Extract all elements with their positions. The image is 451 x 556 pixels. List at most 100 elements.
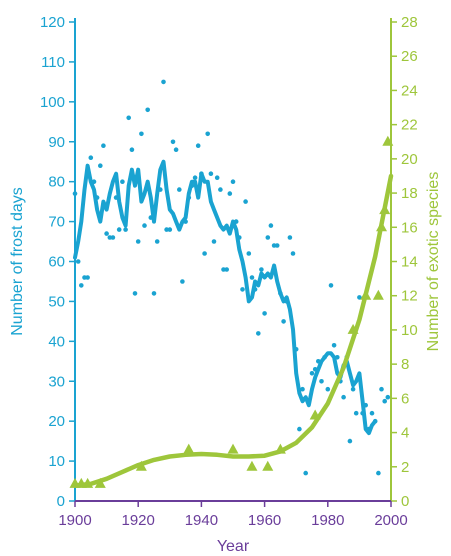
- frost-days-point-5: [88, 155, 94, 160]
- x-axis: 1900 1920 1940 1960 1980 2000: [58, 500, 408, 529]
- frost-days-point-59: [259, 267, 264, 272]
- frost-days-point-45: [214, 175, 220, 180]
- left-tick-label-1: 10: [48, 453, 65, 470]
- frost-days-point-87: [347, 438, 353, 444]
- frost-days-point-90: [357, 295, 362, 300]
- frost-days-point-50: [230, 179, 236, 184]
- x-axis-title: Year: [217, 538, 250, 555]
- frost-days-point-1: [75, 259, 81, 264]
- frost-days-point-12: [110, 235, 116, 240]
- frost-days-point-30: [167, 227, 173, 232]
- frost-days-point-46: [218, 187, 223, 192]
- frost-days-point-68: [287, 235, 293, 240]
- right-tick-label-5: 10: [401, 322, 418, 339]
- frost-days-point-80: [325, 386, 331, 392]
- left-tick-label-3: 30: [48, 373, 65, 390]
- chart-marks: [69, 79, 394, 488]
- frost-days-point-14: [116, 227, 122, 232]
- frost-days-point-18: [129, 147, 135, 152]
- left-tick-label-4: 40: [48, 333, 65, 350]
- right-tick-label-6: 12: [401, 288, 418, 305]
- left-tick-label-0: 0: [57, 493, 65, 510]
- right-tick-label-1: 2: [401, 459, 409, 476]
- frost-days-point-44: [211, 239, 217, 244]
- right-tick-label-8: 16: [401, 219, 418, 236]
- frost-days-point-0: [72, 191, 78, 196]
- frost-days-point-97: [379, 386, 384, 392]
- frost-days-point-53: [240, 287, 245, 292]
- frost-days-point-73: [303, 470, 309, 476]
- frost-days-point-28: [161, 79, 166, 85]
- frost-days-point-43: [208, 171, 214, 176]
- frost-days-point-31: [170, 139, 176, 145]
- frost-days-point-19: [132, 291, 138, 296]
- frost-days-point-47: [221, 267, 226, 272]
- frost-days-point-25: [151, 291, 157, 296]
- right-tick-label-2: 4: [401, 425, 409, 442]
- frost-days-point-16: [123, 227, 128, 232]
- frost-days-point-39: [195, 143, 201, 148]
- left-y-axis: 0 10 20 30 40 50 60 70 80 90 100 110 120: [40, 14, 76, 510]
- left-y-axis-title: Number of frost days: [9, 187, 26, 336]
- right-tick-label-12: 24: [401, 82, 418, 99]
- left-tick-label-7: 70: [48, 214, 65, 231]
- frost-days-trend-line: [73, 159, 378, 436]
- frost-days-point-38: [192, 175, 198, 180]
- frost-days-point-69: [290, 251, 296, 256]
- frost-days-point-32: [173, 147, 179, 152]
- frost-days-point-85: [341, 394, 346, 400]
- frost-days-point-2: [79, 283, 84, 288]
- left-tick-label-6: 60: [48, 254, 65, 271]
- right-tick-label-4: 8: [401, 356, 409, 373]
- frost-days-point-10: [104, 231, 109, 236]
- frost-days-point-33: [177, 187, 182, 192]
- frost-days-point-99: [385, 394, 391, 400]
- frost-days-point-23: [145, 107, 150, 113]
- left-tick-label-12: 120: [40, 14, 65, 31]
- exotic-species-point-16: [382, 135, 394, 146]
- frost-days-point-78: [319, 379, 324, 384]
- right-tick-label-11: 22: [401, 117, 418, 134]
- x-tick-label-5: 2000: [374, 512, 407, 529]
- left-tick-label-2: 20: [48, 413, 65, 430]
- frost-days-point-55: [246, 251, 252, 256]
- frost-days-point-48: [224, 267, 229, 272]
- frost-days-point-41: [202, 251, 207, 256]
- exotic-species-point-6: [227, 443, 239, 454]
- left-tick-label-8: 80: [48, 174, 65, 191]
- exotic-species-trend-line: [72, 173, 394, 488]
- frost-days-point-4: [85, 275, 90, 280]
- frost-days-point-56: [249, 275, 255, 280]
- exotic-species-point-13: [372, 289, 384, 300]
- frost-days-point-60: [262, 311, 267, 316]
- frost-days-point-15: [120, 179, 125, 184]
- frost-days-point-75: [309, 371, 315, 376]
- frost-days-point-66: [281, 319, 286, 324]
- x-tick-label-0: 1900: [58, 512, 91, 529]
- frost-days-point-20: [135, 239, 141, 244]
- frost-days-point-29: [164, 227, 169, 232]
- x-tick-label-4: 1980: [311, 512, 344, 529]
- right-tick-label-10: 20: [401, 151, 418, 168]
- left-tick-label-9: 90: [48, 134, 65, 151]
- frost-days-point-26: [154, 239, 160, 244]
- exotic-species-point-7: [246, 460, 258, 471]
- right-tick-label-7: 14: [401, 254, 418, 271]
- frost-days-point-58: [255, 331, 261, 336]
- x-tick-label-2: 1940: [185, 512, 218, 529]
- frost-days-point-89: [353, 410, 359, 416]
- frost-days-point-8: [98, 163, 103, 168]
- frost-days-point-22: [142, 223, 147, 228]
- exotic-species-point-5: [183, 443, 195, 454]
- frost-days-point-21: [139, 131, 144, 137]
- frost-days-point-94: [369, 410, 375, 416]
- right-tick-label-14: 28: [401, 14, 418, 31]
- frost-days-point-82: [331, 343, 337, 348]
- frost-days-point-42: [205, 131, 210, 137]
- frost-days-point-61: [265, 235, 271, 240]
- frost-days-point-71: [297, 426, 302, 432]
- right-tick-label-0: 0: [401, 493, 409, 510]
- frost-days-point-88: [350, 386, 356, 392]
- right-y-axis-title: Number of exotic species: [425, 172, 442, 352]
